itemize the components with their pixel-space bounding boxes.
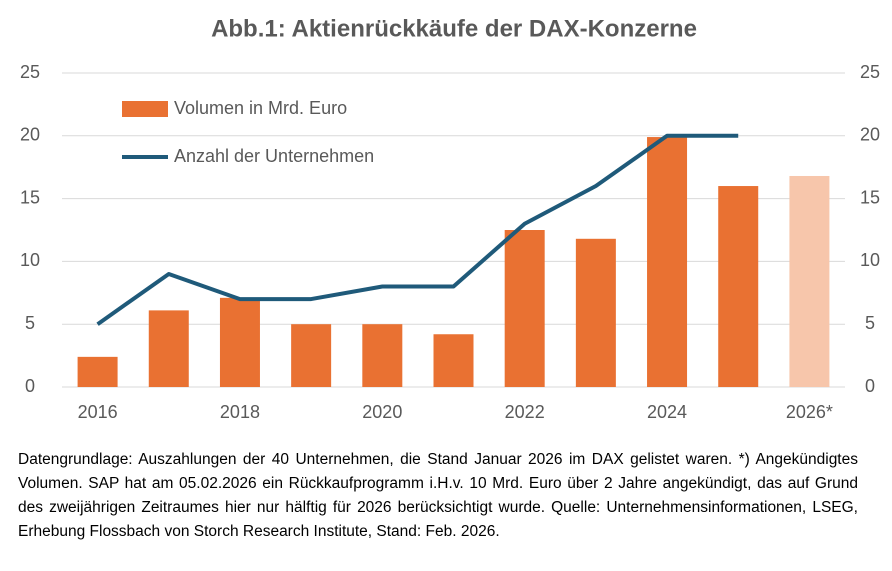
bar <box>219 297 260 387</box>
footnote: Datengrundlage: Auszahlungen der 40 Unte… <box>18 451 858 540</box>
legend-label: Volumen in Mrd. Euro <box>174 98 347 118</box>
y2-tick-label: 25 <box>860 62 880 82</box>
y-tick-label: 5 <box>25 313 35 333</box>
bar <box>647 137 688 387</box>
y-tick-label: 15 <box>20 187 40 207</box>
y2-tick-label: 15 <box>860 187 880 207</box>
bar <box>789 175 830 387</box>
bar <box>291 324 332 387</box>
y2-tick-label: 20 <box>860 125 880 145</box>
legend-label: Anzahl der Unternehmen <box>174 146 374 166</box>
bar <box>433 334 474 387</box>
x-tick-label: 2026* <box>786 402 833 422</box>
bar <box>77 356 118 387</box>
bar <box>718 186 759 387</box>
y2-tick-label: 0 <box>865 376 875 396</box>
x-tick-label: 2020 <box>362 402 402 422</box>
x-tick-label: 2016 <box>78 402 118 422</box>
line <box>96 133 739 326</box>
bar <box>575 238 616 387</box>
chart-title: Abb.1: Aktienrückkäufe der DAX-Konzerne <box>211 15 697 42</box>
bar <box>362 324 403 387</box>
y-tick-label: 25 <box>20 62 40 82</box>
y-tick-label: 20 <box>20 125 40 145</box>
legend-swatch <box>122 101 168 117</box>
bar <box>504 230 545 387</box>
x-tick-label: 2018 <box>220 402 260 422</box>
y2-tick-label: 5 <box>865 313 875 333</box>
y-tick-label: 0 <box>25 376 35 396</box>
x-tick-label: 2022 <box>505 402 545 422</box>
y-tick-label: 10 <box>20 250 40 270</box>
x-tick-label: 2024 <box>647 402 687 422</box>
chart: Abb.1: Aktienrückkäufe der DAX-Konzerne … <box>20 15 880 422</box>
bar <box>148 310 189 387</box>
y2-tick-label: 10 <box>860 250 880 270</box>
